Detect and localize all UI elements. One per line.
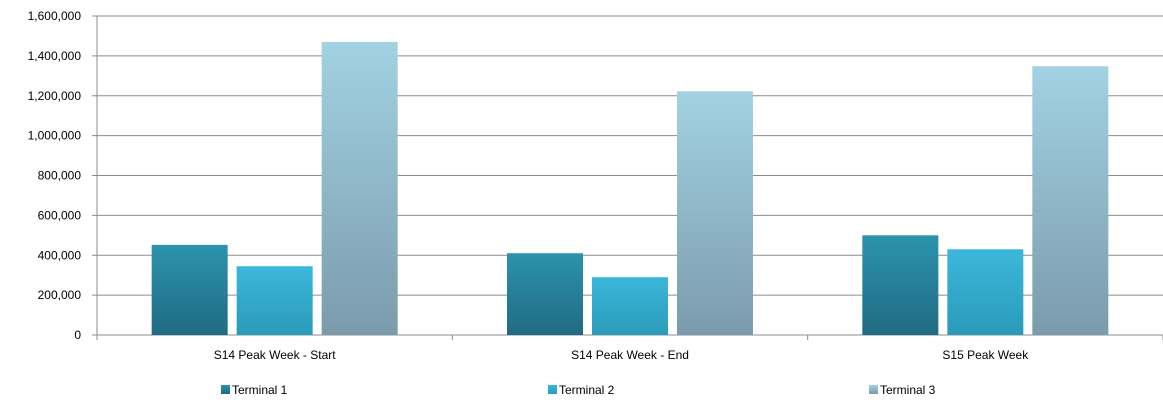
y-tick-label: 400,000 [38,248,82,262]
legend: Terminal 1 Terminal 2 Terminal 3 [221,383,936,397]
bars [151,41,1109,336]
legend-swatch [221,385,230,394]
legend-swatch [869,385,878,394]
bar [677,91,753,336]
bar [1032,66,1109,336]
x-category-label: S14 Peak Week - Start [214,348,337,362]
y-tick-label: 800,000 [38,169,82,183]
y-tick-label: 1,200,000 [28,89,82,103]
y-tick-label: 1,600,000 [28,9,82,23]
x-category-label: S15 Peak Week [942,348,1029,362]
bar [236,266,313,335]
bar [862,235,939,335]
bar [151,244,228,335]
bar [321,41,398,335]
bar [507,253,583,335]
axes: 0 200,000 400,000 600,000 800,000 1,000,000 1,… [28,9,1163,362]
legend-swatch [548,385,557,394]
legend-label: Terminal 3 [880,383,936,397]
y-tick-label: 0 [74,328,81,342]
bar [947,249,1024,335]
legend-label: Terminal 1 [232,383,288,397]
x-category-label: S14 Peak Week - End [571,348,689,362]
y-tick-label: 1,000,000 [28,129,82,143]
legend-label: Terminal 2 [559,383,615,397]
y-tick-label: 600,000 [38,208,82,222]
bar [592,277,668,335]
y-tick-label: 1,400,000 [28,49,82,63]
gridlines [97,15,1163,296]
y-tick-label: 200,000 [38,288,82,302]
